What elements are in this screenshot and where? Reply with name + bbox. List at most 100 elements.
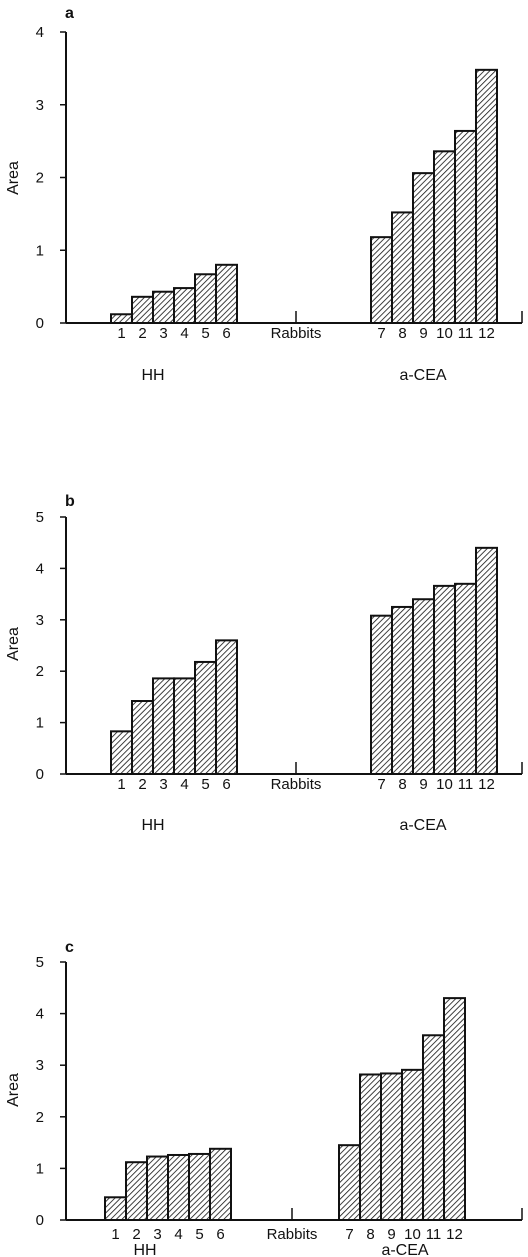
x-tick-label: 8 bbox=[366, 1226, 374, 1243]
x-tick-label: 12 bbox=[446, 1226, 463, 1243]
bar-6 bbox=[209, 1147, 232, 1221]
x-tick-label: 6 bbox=[222, 776, 230, 793]
y-tick-label: 2 bbox=[36, 170, 44, 187]
bar-10 bbox=[433, 584, 456, 775]
bar-12 bbox=[475, 546, 498, 776]
x-tick-label: 12 bbox=[478, 776, 495, 793]
x-tick-label: 11 bbox=[458, 325, 474, 342]
bar-4 bbox=[173, 287, 196, 324]
y-tick-label: 0 bbox=[36, 315, 44, 332]
y-tick-label: 1 bbox=[36, 715, 44, 732]
bar-9 bbox=[412, 598, 435, 775]
x-category-label-rabbits: Rabbits bbox=[267, 1226, 318, 1243]
x-tick-label: 8 bbox=[398, 325, 406, 342]
bar-3 bbox=[152, 677, 175, 775]
x-tick-label: 11 bbox=[426, 1226, 442, 1243]
bar-9 bbox=[380, 1072, 403, 1222]
x-category-label-rabbits: Rabbits bbox=[271, 325, 322, 342]
group-label-hh: HH bbox=[141, 367, 164, 384]
x-tick-label: 2 bbox=[132, 1226, 140, 1243]
x-tick-label: 9 bbox=[419, 325, 427, 342]
bar-7 bbox=[370, 614, 393, 775]
bar-7 bbox=[370, 236, 393, 324]
bar-8 bbox=[391, 211, 414, 324]
bar-1 bbox=[110, 313, 133, 324]
x-tick-label: 1 bbox=[117, 776, 125, 793]
x-tick-label: 9 bbox=[387, 1226, 395, 1243]
x-tick-label: 6 bbox=[216, 1226, 224, 1243]
y-axis-label: Area bbox=[5, 627, 22, 661]
bar-4 bbox=[167, 1153, 190, 1222]
x-tick-label: 4 bbox=[180, 776, 188, 793]
bar-5 bbox=[188, 1152, 211, 1222]
y-tick-label: 1 bbox=[36, 242, 44, 259]
y-tick-label: 2 bbox=[36, 663, 44, 680]
group-label-hh: HH bbox=[141, 817, 164, 834]
bar-6 bbox=[215, 639, 238, 775]
y-tick-label: 2 bbox=[36, 1109, 44, 1126]
x-tick-label: 3 bbox=[153, 1226, 161, 1243]
bar-8 bbox=[391, 605, 414, 776]
bar-2 bbox=[131, 295, 154, 324]
bar-12 bbox=[475, 68, 498, 324]
x-tick-label: 5 bbox=[201, 776, 209, 793]
x-tick-label: 7 bbox=[377, 776, 385, 793]
bar-11 bbox=[422, 1034, 445, 1221]
x-tick-label: 5 bbox=[195, 1226, 203, 1243]
x-tick-label: 3 bbox=[159, 776, 167, 793]
x-tick-label: 6 bbox=[222, 325, 230, 342]
y-tick-label: 5 bbox=[36, 954, 44, 971]
x-tick-label: 8 bbox=[398, 776, 406, 793]
x-tick-label: 12 bbox=[478, 325, 495, 342]
bar-4 bbox=[173, 677, 196, 775]
group-label-a-cea: a-CEA bbox=[381, 1242, 428, 1257]
x-tick-label: 5 bbox=[201, 325, 209, 342]
x-tick-label: 1 bbox=[111, 1226, 119, 1243]
bar-7 bbox=[338, 1144, 361, 1222]
y-tick-label: 3 bbox=[36, 1057, 44, 1074]
x-tick-label: 10 bbox=[436, 325, 453, 342]
y-axis-label: Area bbox=[5, 161, 22, 195]
bar-1 bbox=[104, 1196, 127, 1222]
bar-5 bbox=[194, 660, 217, 775]
bar-9 bbox=[412, 172, 435, 324]
panel-label: a bbox=[65, 5, 74, 22]
y-axis-label: Area bbox=[5, 1073, 22, 1107]
bar-11 bbox=[454, 582, 477, 775]
bar-8 bbox=[359, 1073, 382, 1222]
x-tick-label: 2 bbox=[138, 325, 146, 342]
bar-5 bbox=[194, 273, 217, 325]
x-tick-label: 10 bbox=[404, 1226, 421, 1243]
x-tick-label: 4 bbox=[180, 325, 188, 342]
x-category-label-rabbits: Rabbits bbox=[271, 776, 322, 793]
group-label-a-cea: a-CEA bbox=[399, 367, 446, 384]
y-tick-label: 0 bbox=[36, 766, 44, 783]
bar-1 bbox=[110, 730, 133, 776]
x-tick-label: 7 bbox=[345, 1226, 353, 1243]
y-tick-label: 1 bbox=[36, 1160, 44, 1177]
bar-6 bbox=[215, 263, 238, 324]
y-tick-label: 4 bbox=[36, 1006, 44, 1023]
y-tick-label: 5 bbox=[36, 509, 44, 526]
y-tick-label: 4 bbox=[36, 24, 44, 41]
y-tick-label: 0 bbox=[36, 1212, 44, 1229]
x-tick-label: 1 bbox=[117, 325, 125, 342]
bar-2 bbox=[131, 700, 154, 776]
y-tick-label: 3 bbox=[36, 97, 44, 114]
x-tick-label: 7 bbox=[377, 325, 385, 342]
bar-2 bbox=[125, 1161, 148, 1222]
x-tick-label: 2 bbox=[138, 776, 146, 793]
y-tick-label: 3 bbox=[36, 612, 44, 629]
bar-11 bbox=[454, 129, 477, 324]
bar-10 bbox=[433, 150, 456, 324]
bar-10 bbox=[401, 1068, 424, 1221]
x-tick-label: 9 bbox=[419, 776, 427, 793]
group-label-a-cea: a-CEA bbox=[399, 817, 446, 834]
bar-3 bbox=[152, 290, 175, 324]
group-label-hh: HH bbox=[133, 1242, 156, 1257]
x-tick-label: 11 bbox=[458, 776, 474, 793]
